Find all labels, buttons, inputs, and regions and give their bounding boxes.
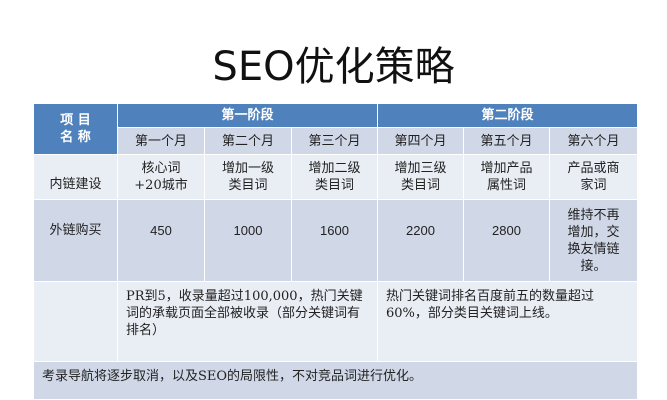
table-cell: 增加产品属性词 [464, 155, 550, 200]
goal-phase-2: 热门关键词排名百度前五的数量超过60%，部分类目关键词上线。 [378, 282, 638, 362]
table-cell: 维持不再增加，交换友情链接。 [550, 200, 638, 282]
table-cell: 核心词 +20城市 [118, 155, 205, 200]
table-cell: 产品或商家词 [550, 155, 638, 200]
page-title: SEO优化策略 [212, 44, 455, 90]
table-cell: 1000 [205, 200, 292, 282]
month-header: 第一个月 [118, 128, 205, 155]
month-header: 第六个月 [550, 128, 638, 155]
table-cell: 增加一级类目词 [205, 155, 292, 200]
table-cell: 2200 [378, 200, 464, 282]
table-cell: 增加三级类目词 [378, 155, 464, 200]
table-cell: 450 [118, 200, 205, 282]
header-phase-2: 第二阶段 [378, 104, 638, 128]
header-item-name: 项 目 名 称 [34, 104, 118, 155]
note: 考录导航将逐步取消，以及SEO的局限性，不对竞品词进行优化。 [34, 362, 638, 400]
month-header: 第二个月 [205, 128, 292, 155]
row-label: 内链建设 [34, 155, 118, 200]
table-cell: 2800 [464, 200, 550, 282]
month-header: 第五个月 [464, 128, 550, 155]
header-phase-1: 第一阶段 [118, 104, 378, 128]
goals-label-cell [34, 282, 118, 362]
table-cell: 1600 [292, 200, 378, 282]
goal-phase-1: PR到5，收录量超过100,000，热门关键词的承载页面全部被收录（部分关键词有… [118, 282, 378, 362]
month-header: 第四个月 [378, 128, 464, 155]
row-label: 外链购买 [34, 200, 118, 282]
table-cell: 增加二级类目词 [292, 155, 378, 200]
month-header: 第三个月 [292, 128, 378, 155]
